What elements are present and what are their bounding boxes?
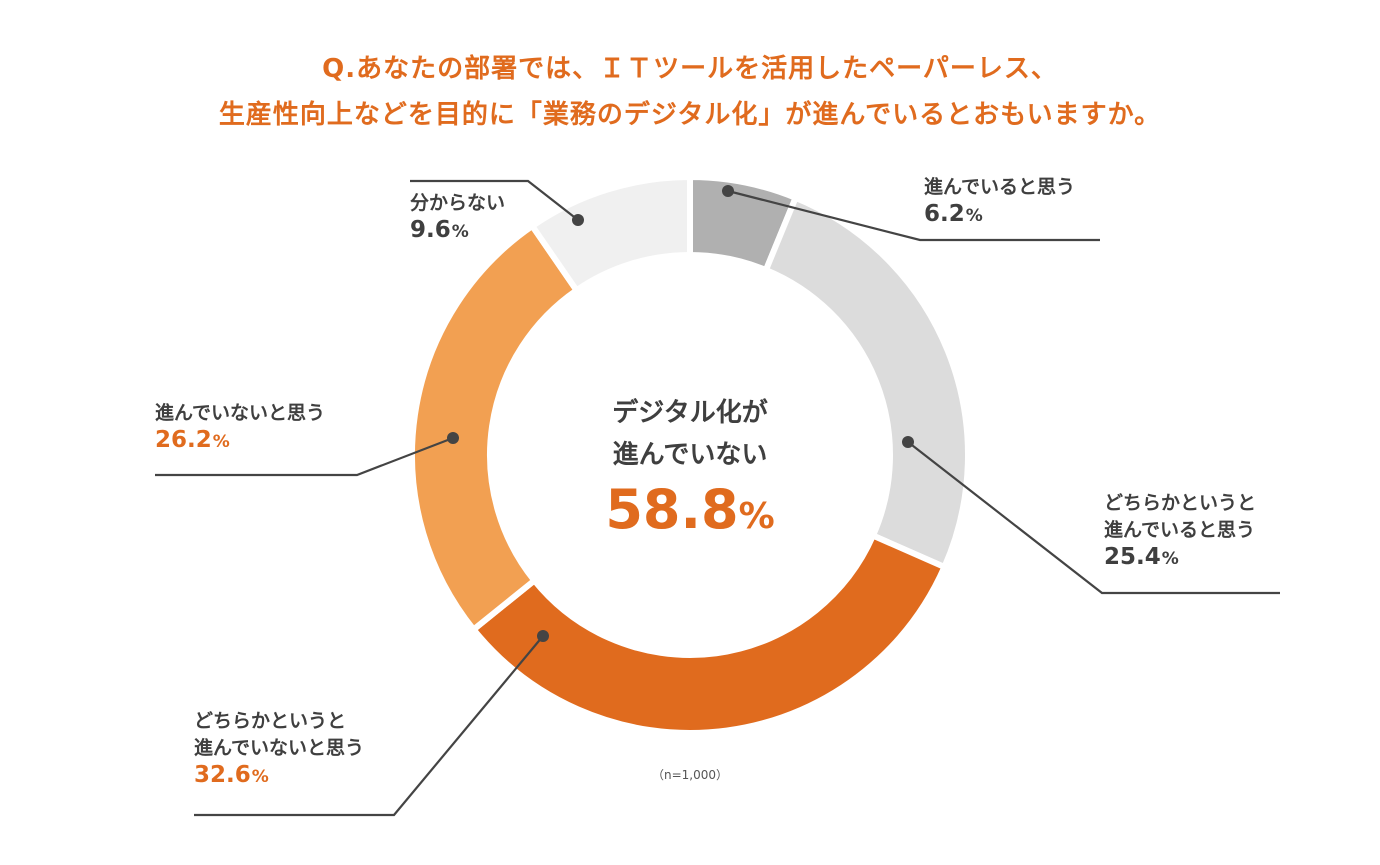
percent-sign: % <box>738 496 775 537</box>
sample-size-note: （n=1,000） <box>651 768 728 782</box>
slice-label-progressing: 進んでいると思う 6.2% <box>924 174 1075 230</box>
percent-sign: % <box>251 767 269 787</box>
leader-dot-somewhat-progressing <box>902 436 914 448</box>
donut-slice-dont-know <box>528 173 693 295</box>
center-total-value: 58.8% <box>540 478 840 541</box>
slice-label-text: 進んでいないと思う <box>155 402 326 424</box>
leader-dot-somewhat-not-progressing <box>537 630 549 642</box>
slice-label-not-progressing: 進んでいないと思う 26.2% <box>155 400 325 456</box>
slice-value: 6.2% <box>924 201 1075 230</box>
percent-sign: % <box>451 222 469 242</box>
slice-value-number: 9.6 <box>410 217 451 243</box>
slice-value: 26.2% <box>155 427 325 456</box>
slice-label-somewhat-not-progressing: どちらかというと 進んでいないと思う 32.6% <box>194 708 364 791</box>
leader-dot-dont-know <box>572 214 584 226</box>
slice-label-text: どちらかというと <box>194 710 347 732</box>
slice-label-somewhat-progressing: どちらかというと 進んでいると思う 25.4% <box>1104 490 1256 573</box>
leader-line-progressing <box>727 189 1100 242</box>
leader-dot-not-progressing <box>447 432 459 444</box>
center-value-number: 58.8 <box>605 478 739 541</box>
slice-label-text: 進んでいると思う <box>924 176 1076 198</box>
leader-line-somewhat-not-progressing <box>194 635 544 817</box>
donut-slice-not-progressing <box>409 221 581 634</box>
chart-title-line-2: 生産性向上などを目的に「業務のデジタル化」が進んでいるとおもいますか。 <box>218 100 1162 130</box>
slice-value: 32.6% <box>194 762 364 791</box>
slice-label-text: 進んでいると思う <box>1104 519 1256 541</box>
leader-dot-progressing <box>722 185 734 197</box>
slice-label-dont-know: 分からない 9.6% <box>410 190 505 246</box>
center-label-line-1: デジタル化が <box>612 398 768 428</box>
percent-sign: % <box>1161 549 1179 569</box>
slice-value: 25.4% <box>1104 544 1256 573</box>
slice-value-number: 6.2 <box>924 201 965 227</box>
center-label-line-2: 進んでいない <box>612 440 768 470</box>
slice-label-text: 進んでいないと思う <box>194 737 365 759</box>
leader-line-dont-know <box>410 179 579 221</box>
slice-value: 9.6% <box>410 217 505 246</box>
donut-slice-somewhat-not-progressing <box>469 531 949 736</box>
leader-line-not-progressing <box>155 436 454 477</box>
slice-label-text: どちらかというと <box>1104 492 1257 514</box>
leader-line-somewhat-progressing <box>907 441 1280 595</box>
slice-value-number: 25.4 <box>1104 544 1161 570</box>
percent-sign: % <box>965 206 983 226</box>
slice-value-number: 32.6 <box>194 762 251 788</box>
slice-value-number: 26.2 <box>155 427 212 453</box>
percent-sign: % <box>212 432 230 452</box>
slice-label-text: 分からない <box>410 192 506 214</box>
chart-title-line-1: Q.あなたの部署では、ＩＴツールを活用したペーパーレス、 <box>322 54 1058 84</box>
